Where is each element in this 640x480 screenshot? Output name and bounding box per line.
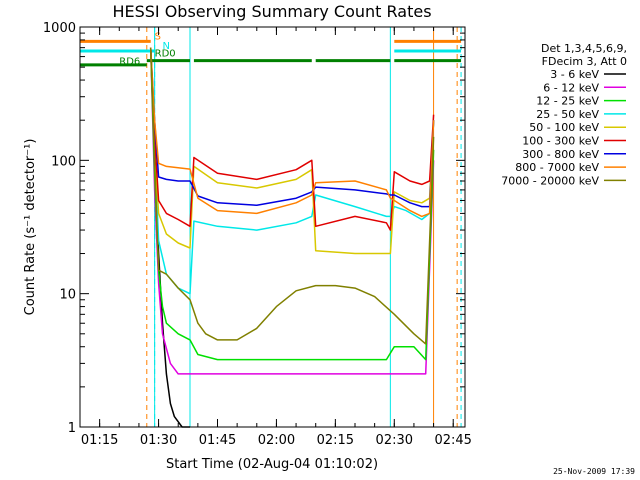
plot-frame (79, 26, 466, 428)
legend-header: FDecim 3, Att 0 (542, 55, 627, 68)
state-label: RD0 (155, 49, 176, 60)
plot-timestamp: 25-Nov-2009 17:39 (553, 467, 635, 476)
legend-label: 12 - 25 keV (536, 95, 599, 108)
y-tick-label: 10 (59, 288, 76, 303)
series-line (149, 47, 435, 208)
x-axis-label: Start Time (02-Aug-04 01:10:02) (166, 457, 378, 472)
x-tick-label: 02:45 (434, 433, 471, 448)
x-tick-label: 02:15 (317, 433, 354, 448)
legend-label: 300 - 800 keV (522, 148, 599, 161)
x-tick-label: 01:30 (140, 433, 177, 448)
y-axis: 1 10 100 1000 (43, 21, 465, 436)
y-tick-label: 1 (68, 421, 76, 436)
series-line (149, 47, 435, 218)
state-label: N (163, 41, 170, 52)
x-tick-label: 02:00 (258, 433, 295, 448)
y-tick-label: 1000 (43, 21, 76, 36)
x-axis: 01:15 01:30 01:45 02:00 02:15 02:30 02:45 (79, 27, 472, 448)
state-label: S (155, 31, 161, 42)
legend-label: 7000 - 20000 keV (501, 174, 599, 187)
series-line (149, 47, 435, 361)
legend-label: 6 - 12 keV (543, 81, 599, 94)
x-tick-label: 01:45 (199, 433, 236, 448)
x-tick-label: 02:30 (376, 433, 413, 448)
series-line (149, 47, 435, 255)
series-line (149, 47, 435, 231)
state-label: RD6 (119, 57, 140, 68)
y-tick-label: 100 (51, 154, 76, 169)
legend-label: 25 - 50 keV (536, 108, 599, 121)
series-line (149, 47, 435, 345)
legend-header: Det 1,3,4,5,6,9, (541, 42, 627, 55)
y-axis-label: Count Rate (s⁻¹ detector⁻¹) (23, 139, 38, 316)
legend: Det 1,3,4,5,6,9,FDecim 3, Att 03 - 6 keV… (501, 42, 627, 187)
legend-label: 3 - 6 keV (550, 68, 599, 81)
x-tick-label: 01:15 (81, 433, 118, 448)
chart-title: HESSI Observing Summary Count Rates (112, 2, 431, 21)
legend-label: 800 - 7000 keV (515, 161, 599, 174)
legend-label: 100 - 300 keV (522, 135, 599, 148)
legend-label: 50 - 100 keV (529, 121, 599, 134)
